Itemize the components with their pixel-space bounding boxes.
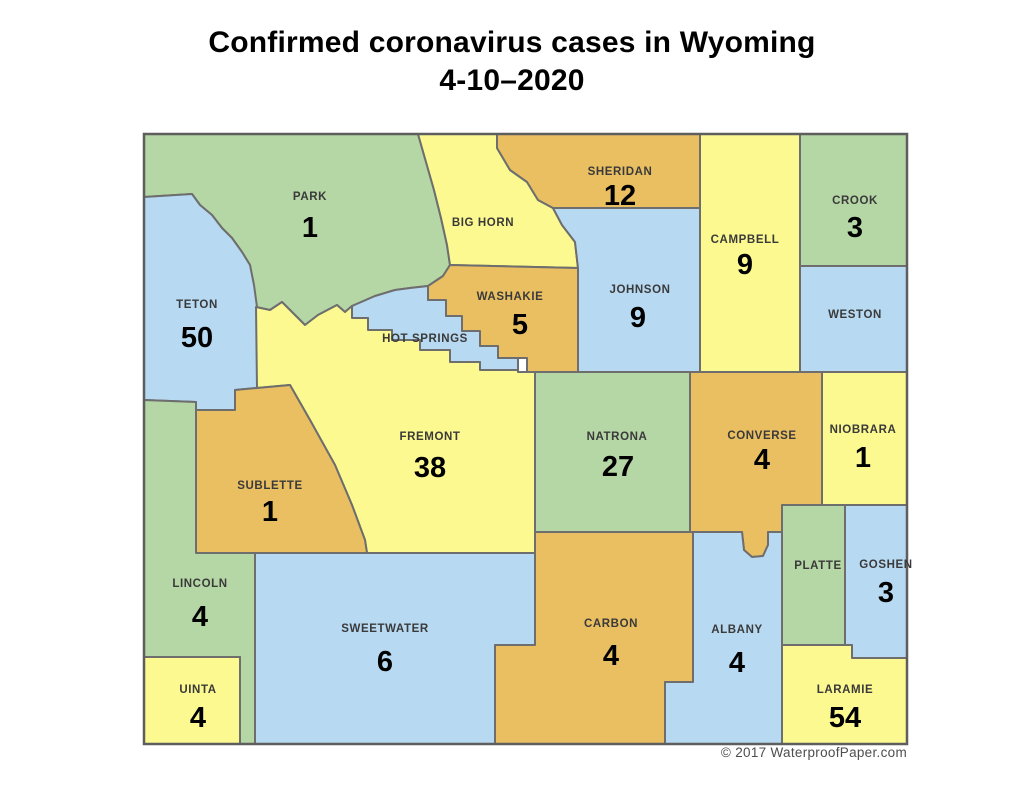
county-hotsprings-label: HOT SPRINGS (382, 333, 468, 345)
county-johnson-cases: 9 (630, 302, 646, 334)
county-laramie-cases: 54 (829, 702, 861, 734)
county-platte-shape (781, 504, 846, 646)
county-converse-cases: 4 (754, 444, 770, 476)
county-park-label: PARK (293, 191, 327, 203)
county-lincoln-label: LINCOLN (172, 578, 227, 590)
title-line-2: 4-10–2020 (439, 64, 585, 97)
county-carbon-cases: 4 (603, 640, 619, 672)
county-johnson-shape (552, 207, 701, 373)
county-bighorn-label: BIG HORN (452, 217, 514, 229)
county-sweetwater-shape (254, 552, 536, 745)
county-sweetwater-label: SWEETWATER (341, 623, 429, 635)
county-washakie-cases: 5 (512, 309, 528, 341)
county-teton-cases: 50 (181, 322, 213, 354)
county-albany-cases: 4 (729, 647, 745, 679)
county-albany-shape (664, 531, 783, 745)
county-niobrara-cases: 1 (855, 442, 871, 474)
county-goshen-shape (844, 504, 908, 659)
county-albany-label: ALBANY (711, 624, 763, 636)
title-line-1: Confirmed coronavirus cases in Wyoming (208, 26, 816, 59)
county-niobrara-shape (821, 371, 908, 506)
map-title: Confirmed coronavirus cases in Wyoming 4… (0, 24, 1024, 100)
county-sheridan-label: SHERIDAN (588, 166, 653, 178)
county-campbell-label: CAMPBELL (711, 234, 780, 246)
county-laramie-label: LARAMIE (817, 684, 874, 696)
county-campbell-cases: 9 (737, 249, 753, 281)
county-natrona-label: NATRONA (587, 431, 648, 443)
county-washakie-label: WASHAKIE (477, 291, 544, 303)
county-uinta-cases: 4 (190, 702, 206, 734)
map-outline (142, 132, 909, 746)
watermark-credit: © 2017 WaterproofPaper.com (720, 745, 907, 760)
county-sweetwater-cases: 6 (377, 646, 393, 678)
county-park-cases: 1 (302, 212, 318, 244)
county-goshen-cases: 3 (878, 577, 894, 609)
county-natrona-cases: 27 (602, 451, 634, 483)
county-platte-label: PLATTE (794, 560, 841, 572)
county-sheridan-cases: 12 (604, 180, 636, 212)
county-fremont-cases: 38 (414, 452, 446, 484)
county-sublette-cases: 1 (262, 496, 278, 528)
county-fremont-label: FREMONT (399, 431, 460, 443)
county-weston-label: WESTON (828, 309, 882, 321)
county-crook-label: CROOK (832, 195, 878, 207)
county-lincoln-cases: 4 (192, 601, 208, 633)
county-crook-cases: 3 (847, 212, 863, 244)
county-johnson-label: JOHNSON (609, 284, 670, 296)
county-carbon-label: CARBON (584, 618, 638, 630)
county-converse-label: CONVERSE (727, 430, 796, 442)
county-niobrara-label: NIOBRARA (830, 424, 897, 436)
county-sublette-label: SUBLETTE (237, 480, 303, 492)
county-uinta-label: UINTA (179, 684, 216, 696)
county-teton-label: TETON (176, 299, 218, 311)
county-goshen-label: GOSHEN (859, 559, 912, 571)
